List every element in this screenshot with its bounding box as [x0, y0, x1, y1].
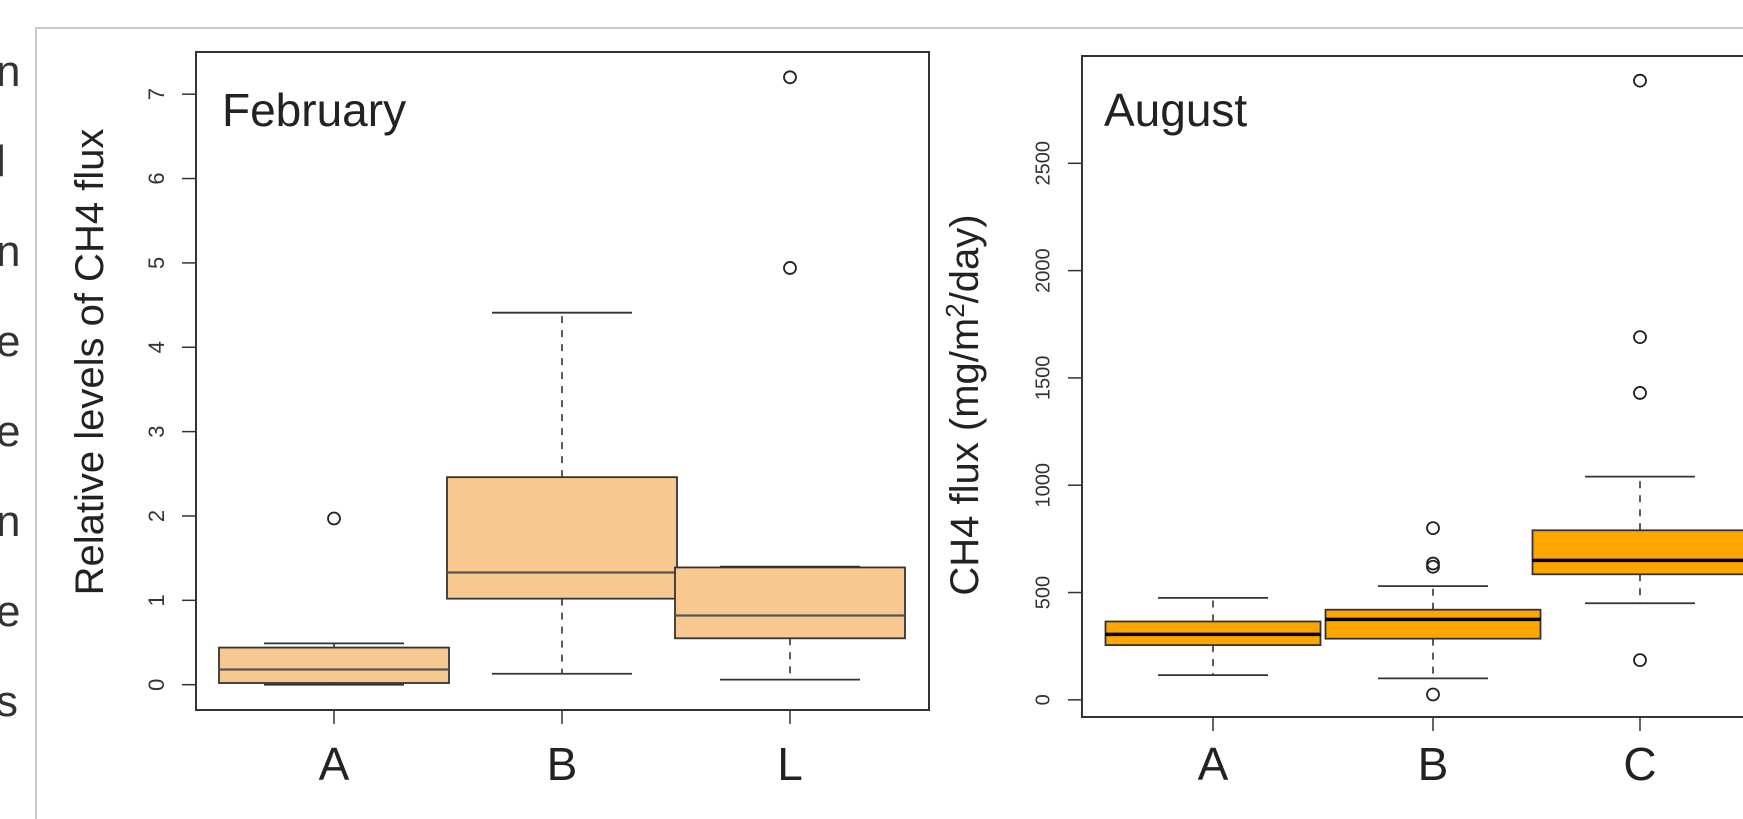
y-axis-label-prefix: CH4 flux (mg/m [943, 318, 987, 596]
x-tick-label: B [547, 738, 578, 790]
y-tick-label: 2500 [1032, 141, 1054, 186]
outlier-point [783, 261, 797, 275]
outlier-point [1633, 330, 1647, 345]
figure-border [35, 27, 1743, 819]
y-axis-label-superscript: 2 [940, 303, 970, 317]
panel-title: August [1104, 84, 1247, 136]
left-edge-letter: s [0, 677, 18, 726]
y-tick-label: 2000 [1032, 248, 1054, 293]
y-tick-label: 1 [144, 594, 169, 606]
y-tick-label: 5 [144, 257, 169, 269]
y-tick-label: 1500 [1032, 356, 1054, 401]
outlier-point [1426, 521, 1440, 536]
y-tick-label: 7 [144, 88, 169, 100]
outlier-point [783, 70, 797, 85]
y-tick-label: 2 [144, 510, 169, 522]
outlier-point [1426, 687, 1440, 702]
x-tick-label: B [1418, 738, 1449, 790]
y-axis-label: Relative levels of CH4 flux [68, 129, 112, 596]
y-tick-label: 4 [144, 341, 169, 353]
outlier-point [1633, 653, 1647, 668]
left-edge-letter: n [0, 227, 20, 276]
february-boxplot-panel: February Relative levels of CH4 flux 0 1 2… [68, 51, 930, 790]
left-edge-letter: l [0, 137, 6, 186]
x-tick-label: A [319, 738, 350, 790]
iqr-box [446, 476, 678, 600]
y-tick-label: 1000 [1032, 463, 1054, 508]
y-tick-label: 500 [1032, 576, 1054, 609]
x-tick-label: A [1198, 738, 1229, 790]
left-edge-letter: n [0, 47, 20, 96]
left-edge-letter: e [0, 587, 20, 636]
y-tick-label: 3 [144, 425, 169, 437]
august-boxplot-panel: August CH4 flux (mg/m2/day) 0 500 1000 1500… [940, 55, 1743, 790]
left-edge-text: n l n e e n e s [0, 47, 20, 726]
y-tick-label: 0 [144, 679, 169, 691]
outlier-point [327, 511, 341, 526]
outlier-point [1426, 556, 1440, 571]
x-tick-label: C [1623, 738, 1656, 790]
plot-frame [1081, 55, 1743, 718]
iqr-box [1531, 529, 1743, 576]
left-edge-letter: e [0, 317, 20, 366]
outlier-point [1633, 386, 1647, 400]
iqr-box [218, 646, 450, 684]
y-tick-label: 6 [144, 172, 169, 184]
y-axis-label-suffix: /day) [943, 214, 987, 303]
y-tick-label: 0 [1032, 694, 1054, 705]
outlier-point [1633, 73, 1647, 88]
left-edge-letter: e [0, 407, 20, 456]
iqr-box [674, 566, 906, 640]
x-tick-label: L [777, 738, 803, 790]
iqr-box [1324, 608, 1542, 640]
left-edge-letter: n [0, 497, 20, 546]
panel-title: February [222, 84, 406, 136]
y-axis-label: CH4 flux (mg/m2/day) [940, 214, 987, 595]
